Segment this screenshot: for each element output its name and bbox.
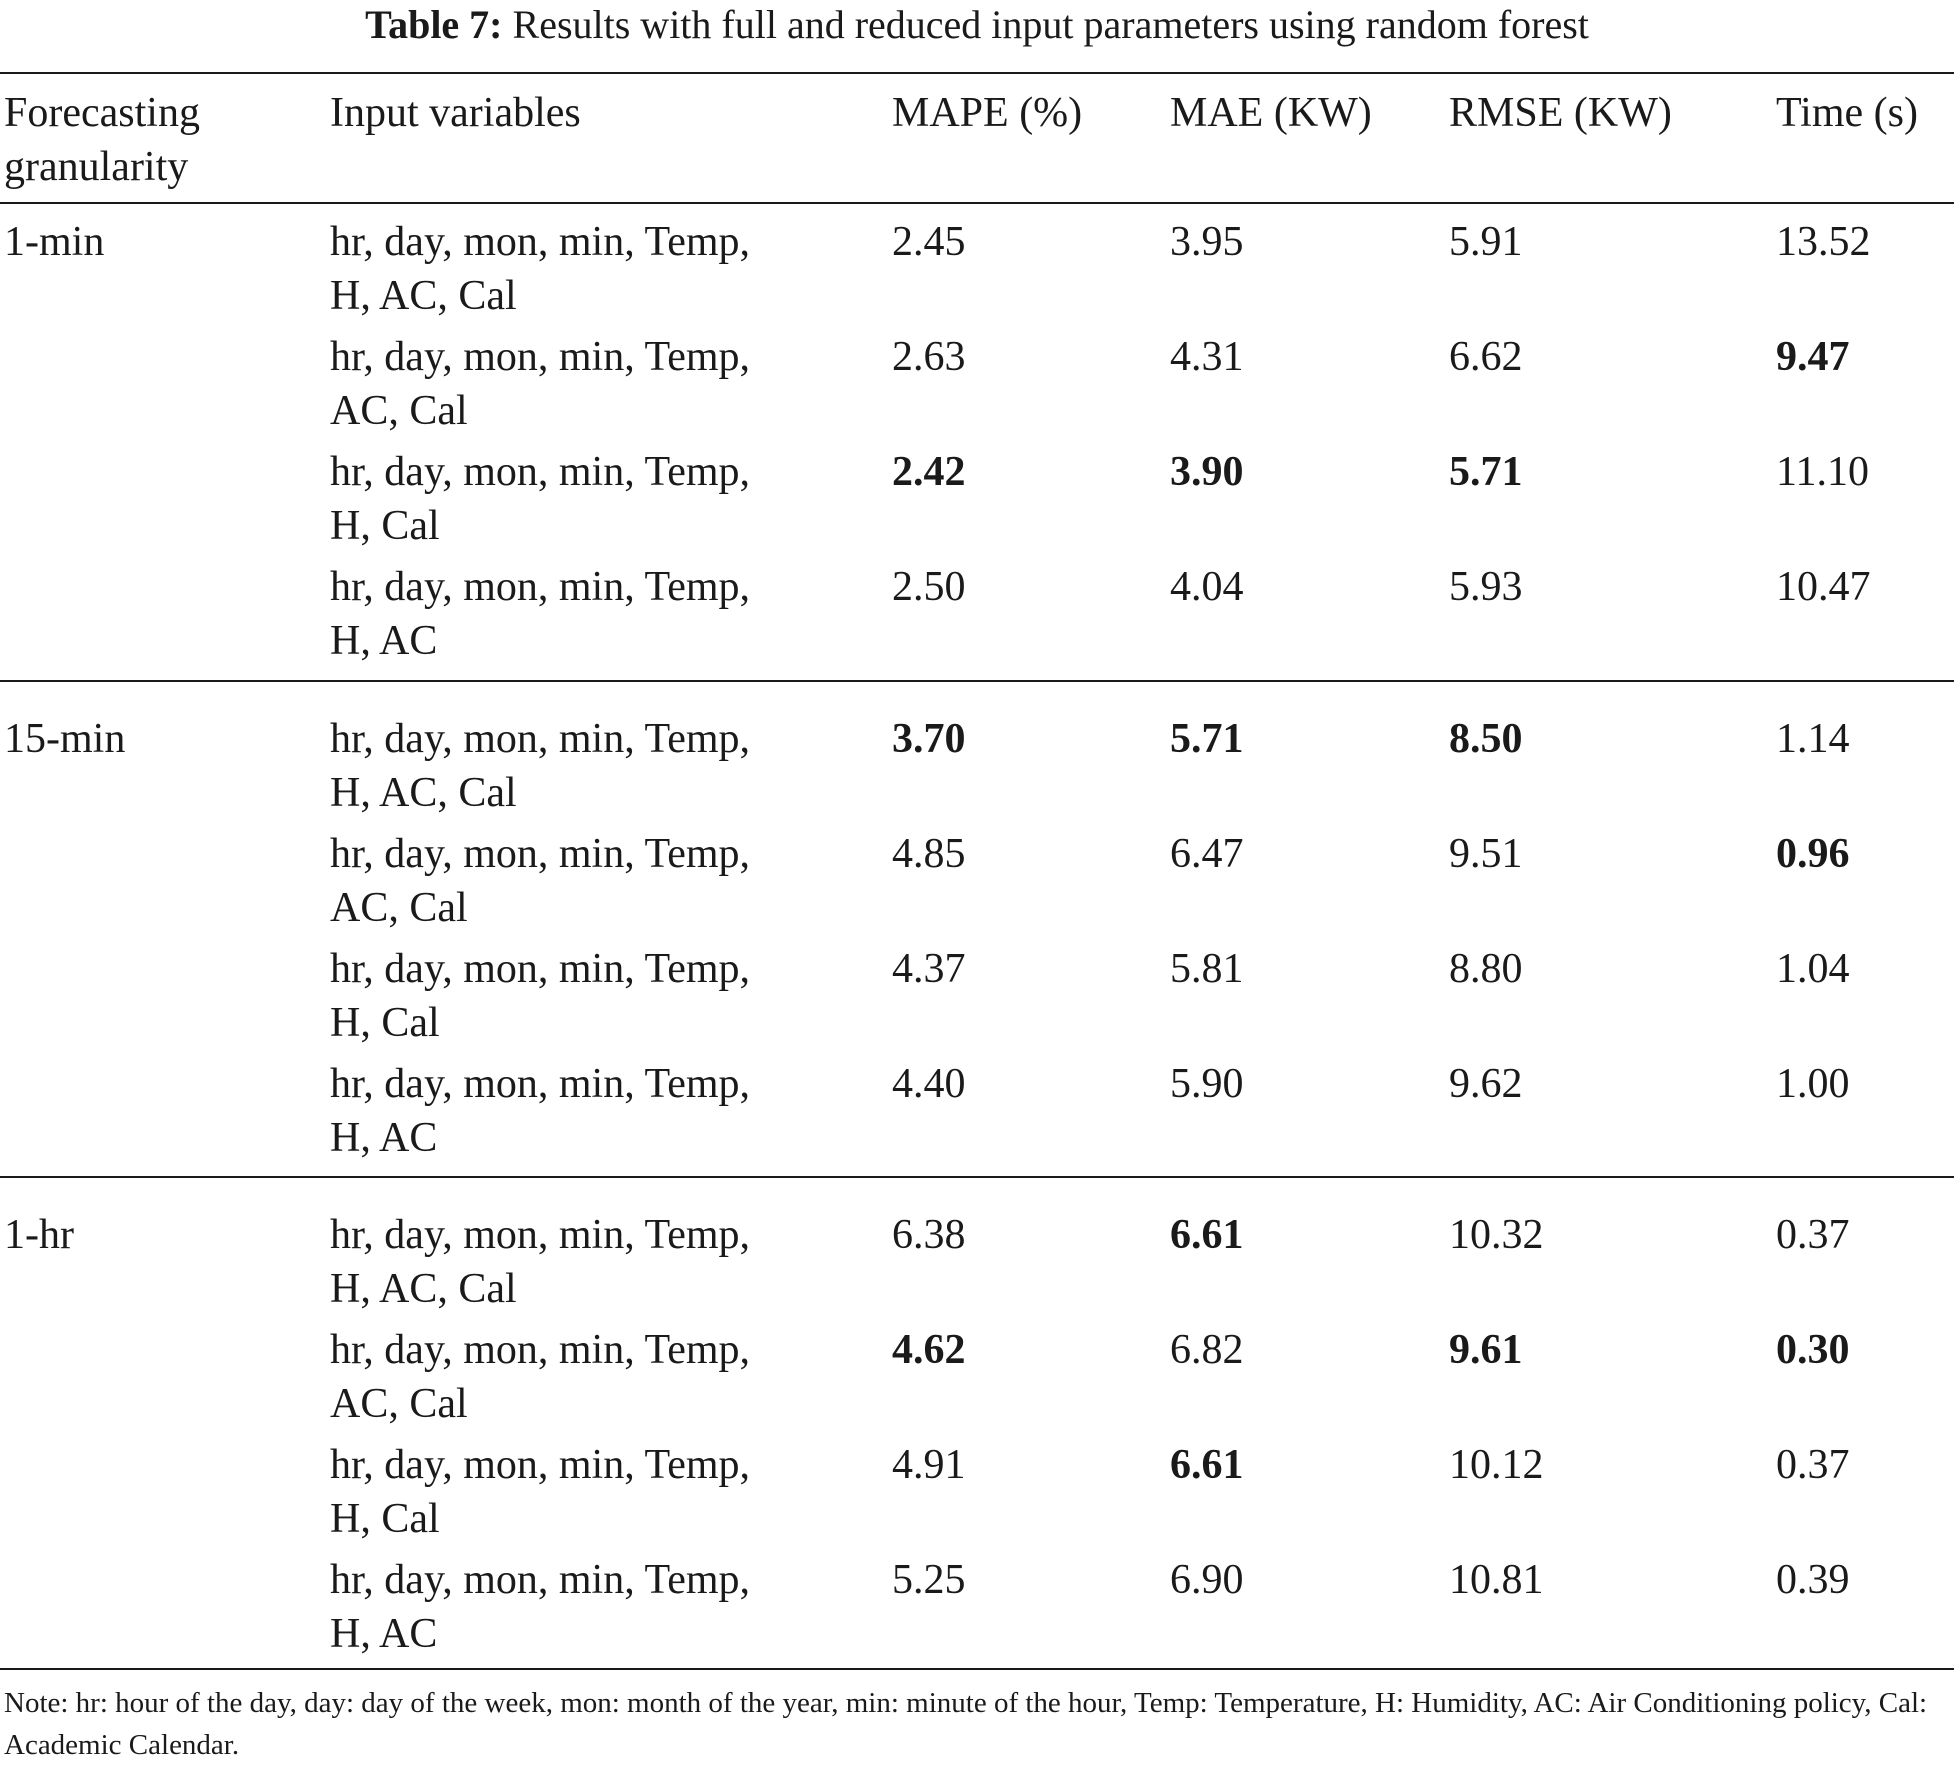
time-cell: 13.52	[1776, 219, 1871, 265]
caption-text: Results with full and reduced input para…	[512, 2, 1589, 47]
time-cell: 1.00	[1776, 1061, 1850, 1107]
mae-cell: 3.95	[1170, 219, 1244, 265]
rmse-cell: 8.50	[1449, 716, 1523, 762]
time-cell: 0.37	[1776, 1442, 1850, 1488]
mape-cell: 4.62	[892, 1327, 966, 1373]
rmse-cell: 6.62	[1449, 334, 1523, 380]
mae-cell: 5.81	[1170, 946, 1244, 992]
rmse-cell: 5.93	[1449, 564, 1523, 610]
table-row: hr, day, mon, min, Temp, H, Cal 4.91 6.61…	[0, 1438, 1954, 1553]
input-variables-cell: hr, day, mon, min, Temp, H, AC	[330, 1061, 750, 1161]
mape-cell: 6.38	[892, 1212, 966, 1258]
time-cell: 0.30	[1776, 1327, 1850, 1373]
time-cell: 11.10	[1776, 449, 1869, 495]
table-header: Forecasting granularity Input variables …	[0, 78, 1954, 208]
header-mae: MAE (KW)	[1170, 90, 1372, 136]
table-row: hr, day, mon, min, Temp, H, Cal 4.37 5.81…	[0, 942, 1954, 1057]
header-granularity: Forecasting granularity	[4, 86, 200, 194]
mape-cell: 4.91	[892, 1442, 966, 1488]
table-row: hr, day, mon, min, Temp, AC, Cal 4.85 6.4…	[0, 827, 1954, 942]
top-rule	[0, 72, 1954, 74]
mape-cell: 2.63	[892, 334, 966, 380]
mae-cell: 5.71	[1170, 716, 1244, 762]
time-cell: 1.14	[1776, 716, 1850, 762]
time-cell: 0.96	[1776, 831, 1850, 877]
input-variables-cell: hr, day, mon, min, Temp, H, Cal	[330, 1442, 750, 1542]
time-cell: 0.37	[1776, 1212, 1850, 1258]
mape-cell: 4.85	[892, 831, 966, 877]
rmse-cell: 10.81	[1449, 1557, 1544, 1603]
rmse-cell: 8.80	[1449, 946, 1523, 992]
mape-cell: 4.37	[892, 946, 966, 992]
header-time: Time (s)	[1776, 90, 1918, 136]
input-variables-cell: hr, day, mon, min, Temp, H, AC	[330, 1557, 750, 1657]
mae-cell: 6.61	[1170, 1212, 1244, 1258]
bottom-rule	[0, 1668, 1954, 1670]
table-row: hr, day, mon, min, Temp, AC, Cal 2.63 4.3…	[0, 330, 1954, 445]
table-caption: Table 7: Results with full and reduced i…	[0, 0, 1954, 50]
granularity-label: 15-min	[4, 716, 126, 762]
granularity-label: 1-min	[4, 219, 105, 265]
table-row: hr, day, mon, min, Temp, H, AC 5.25 6.90 …	[0, 1553, 1954, 1668]
rmse-cell: 5.71	[1449, 449, 1523, 495]
mae-cell: 4.04	[1170, 564, 1244, 610]
mae-cell: 6.82	[1170, 1327, 1244, 1373]
rmse-cell: 9.51	[1449, 831, 1523, 877]
time-cell: 9.47	[1776, 334, 1850, 380]
mae-cell: 6.90	[1170, 1557, 1244, 1603]
input-variables-cell: hr, day, mon, min, Temp, H, Cal	[330, 449, 750, 549]
table-row: hr, day, mon, min, Temp, H, AC, Cal 6.38 …	[0, 1208, 1954, 1323]
time-cell: 0.39	[1776, 1557, 1850, 1603]
header-rule	[0, 202, 1954, 204]
header-mape: MAPE (%)	[892, 90, 1083, 136]
table-row: hr, day, mon, min, Temp, H, AC 4.40 5.90 …	[0, 1057, 1954, 1172]
header-input-variables: Input variables	[330, 90, 581, 136]
rmse-cell: 9.62	[1449, 1061, 1523, 1107]
mape-cell: 3.70	[892, 716, 966, 762]
table-row: hr, day, mon, min, Temp, H, AC, Cal 2.45 …	[0, 215, 1954, 330]
group-divider	[0, 680, 1954, 682]
header-granularity-line2: granularity	[4, 144, 189, 190]
rmse-cell: 10.32	[1449, 1212, 1544, 1258]
table-note: Note: hr: hour of the day, day: day of t…	[4, 1687, 1928, 1761]
rmse-cell: 10.12	[1449, 1442, 1544, 1488]
input-variables-cell: hr, day, mon, min, Temp, AC, Cal	[330, 831, 750, 931]
time-cell: 1.04	[1776, 946, 1850, 992]
mape-cell: 2.50	[892, 564, 966, 610]
table-row: hr, day, mon, min, Temp, H, AC 2.50 4.04 …	[0, 560, 1954, 675]
rmse-cell: 9.61	[1449, 1327, 1523, 1373]
input-variables-cell: hr, day, mon, min, Temp, H, AC	[330, 564, 750, 664]
table-row: hr, day, mon, min, Temp, H, AC, Cal 3.70 …	[0, 712, 1954, 827]
input-variables-cell: hr, day, mon, min, Temp, H, Cal	[330, 946, 750, 1046]
table-row: hr, day, mon, min, Temp, H, Cal 2.42 3.90…	[0, 445, 1954, 560]
header-rmse: RMSE (KW)	[1449, 90, 1672, 136]
mae-cell: 4.31	[1170, 334, 1244, 380]
caption-label: Table 7:	[365, 2, 503, 47]
mae-cell: 6.47	[1170, 831, 1244, 877]
input-variables-cell: hr, day, mon, min, Temp, AC, Cal	[330, 1327, 750, 1427]
input-variables-cell: hr, day, mon, min, Temp, H, AC, Cal	[330, 1212, 750, 1312]
mae-cell: 3.90	[1170, 449, 1244, 495]
input-variables-cell: hr, day, mon, min, Temp, H, AC, Cal	[330, 716, 750, 816]
mae-cell: 5.90	[1170, 1061, 1244, 1107]
rmse-cell: 5.91	[1449, 219, 1523, 265]
header-granularity-line1: Forecasting	[4, 90, 200, 136]
time-cell: 10.47	[1776, 564, 1871, 610]
granularity-label: 1-hr	[4, 1212, 74, 1258]
input-variables-cell: hr, day, mon, min, Temp, H, AC, Cal	[330, 219, 750, 319]
table-row: hr, day, mon, min, Temp, AC, Cal 4.62 6.8…	[0, 1323, 1954, 1438]
mae-cell: 6.61	[1170, 1442, 1244, 1488]
mape-cell: 2.42	[892, 449, 966, 495]
mape-cell: 2.45	[892, 219, 966, 265]
group-divider	[0, 1176, 1954, 1178]
input-variables-cell: hr, day, mon, min, Temp, AC, Cal	[330, 334, 750, 434]
mape-cell: 4.40	[892, 1061, 966, 1107]
mape-cell: 5.25	[892, 1557, 966, 1603]
